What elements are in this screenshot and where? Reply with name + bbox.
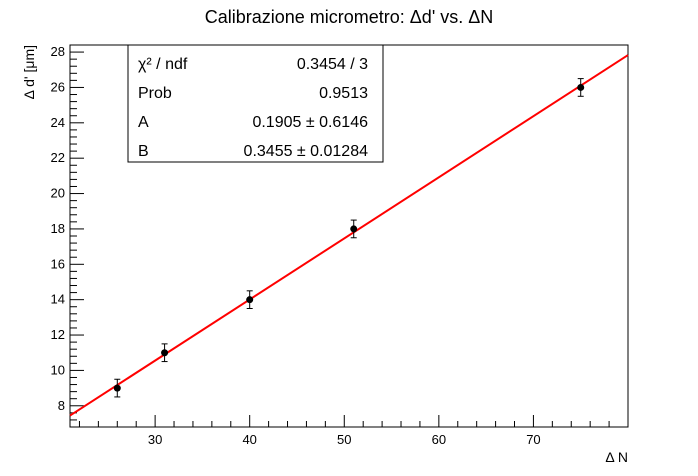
data-point bbox=[577, 78, 585, 97]
stats-label: Prob bbox=[138, 85, 172, 102]
stats-value: 0.1905 ± 0.6146 bbox=[252, 114, 368, 131]
y-tick-label: 14 bbox=[51, 292, 65, 307]
data-point bbox=[350, 219, 358, 239]
chart-title: Calibrazione micrometro: Δd' vs. ΔN bbox=[205, 7, 494, 27]
stats-box: χ² / ndf 0.3454 / 3 Prob 0.9513 A 0.1905 ± 0.… bbox=[127, 44, 384, 163]
point-marker bbox=[577, 83, 585, 91]
data-points bbox=[113, 78, 585, 398]
point-marker bbox=[161, 349, 169, 357]
point-marker bbox=[113, 384, 121, 392]
data-point bbox=[113, 378, 121, 398]
point-marker bbox=[350, 225, 358, 233]
y-tick-label: 20 bbox=[51, 186, 65, 201]
point-marker bbox=[246, 296, 254, 304]
x-tick-label: 50 bbox=[337, 432, 351, 447]
x-tick-label: 40 bbox=[242, 432, 256, 447]
y-tick-label: 26 bbox=[51, 79, 65, 94]
y-tick-label: 10 bbox=[51, 362, 65, 377]
y-axis-label: Δ d' [μm] bbox=[21, 45, 37, 99]
stats-label: A bbox=[138, 114, 149, 131]
x-axis-label: Δ N bbox=[605, 449, 628, 465]
y-tick-label: 18 bbox=[51, 221, 65, 236]
stats-value: 0.3454 / 3 bbox=[297, 56, 368, 73]
y-tick-label: 16 bbox=[51, 256, 65, 271]
stats-box-frame bbox=[127, 44, 384, 163]
stats-label: χ² / ndf bbox=[138, 56, 188, 73]
axis-ticks: 8 10 12 14 16 18 20 22 24 26 28 30 40 50 60 70 bbox=[51, 44, 610, 447]
y-tick-label: 24 bbox=[51, 115, 65, 130]
y-tick-label: 8 bbox=[58, 398, 65, 413]
stats-value: 0.3455 ± 0.01284 bbox=[244, 143, 369, 160]
x-tick-label: 30 bbox=[148, 432, 162, 447]
y-tick-label: 12 bbox=[51, 327, 65, 342]
data-point bbox=[246, 290, 254, 310]
x-tick-label: 60 bbox=[432, 432, 446, 447]
x-tick-label: 70 bbox=[526, 432, 540, 447]
data-point bbox=[161, 343, 169, 363]
stats-value: 0.9513 bbox=[319, 85, 368, 102]
y-tick-label: 22 bbox=[51, 150, 65, 165]
stats-label: B bbox=[138, 143, 149, 160]
y-tick-label: 28 bbox=[51, 44, 65, 59]
